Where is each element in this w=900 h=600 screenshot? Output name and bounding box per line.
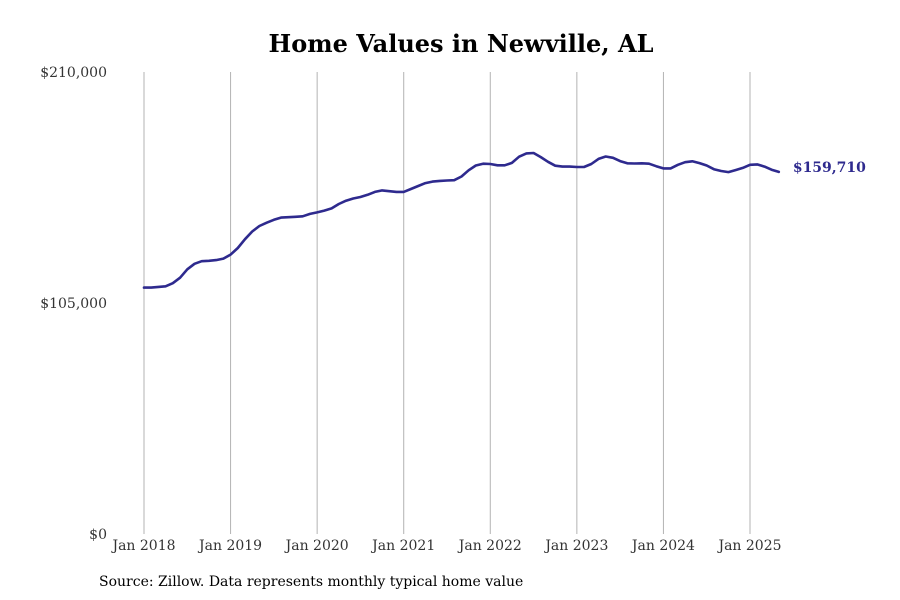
- x-tick-label: Jan 2022: [457, 538, 522, 554]
- end-value-label: $159,710: [793, 160, 866, 176]
- y-axis: $0 $105,000 $210,000: [40, 65, 107, 543]
- x-tick-label: Jan 2018: [110, 538, 175, 554]
- y-tick-label: $0: [89, 527, 107, 543]
- series-line: [142, 151, 781, 289]
- end-labels: $159,710: [793, 160, 866, 176]
- x-tick-label: Jan 2023: [543, 538, 608, 554]
- source-note: Source: Zillow. Data represents monthly …: [99, 574, 524, 590]
- x-axis: Jan 2018 Jan 2019 Jan 2020 Jan 2021 Jan 2022…: [110, 538, 781, 554]
- y-tick-label: $210,000: [40, 65, 107, 81]
- series-layer: [142, 151, 781, 289]
- x-tick-label: Jan 2024: [630, 538, 695, 554]
- x-tick-label: Jan 2021: [370, 538, 435, 554]
- x-tick-label: Jan 2020: [284, 538, 349, 554]
- chart-title: Home Values in Newville, AL: [269, 29, 654, 58]
- x-tick-label: Jan 2019: [197, 538, 262, 554]
- x-tick-label: Jan 2025: [716, 538, 781, 554]
- y-tick-label: $105,000: [40, 296, 107, 312]
- gridlines: [143, 72, 751, 534]
